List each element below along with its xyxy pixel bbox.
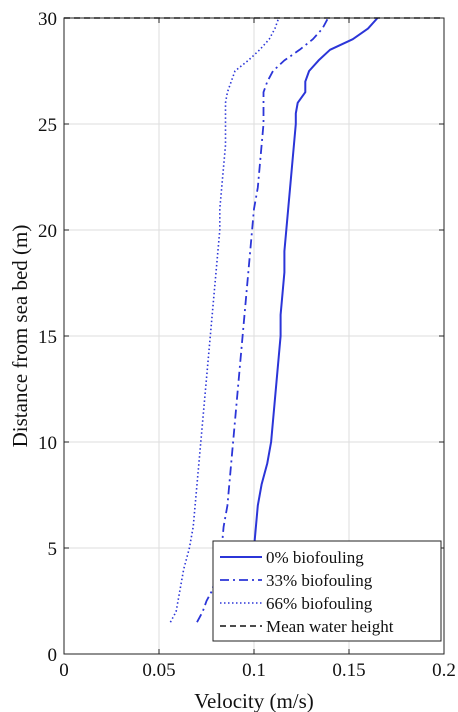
series-line-0 — [251, 17, 379, 623]
y-tick-label: 10 — [38, 433, 57, 454]
x-axis-label: Velocity (m/s) — [194, 689, 314, 712]
y-tick-label: 0 — [48, 645, 58, 666]
x-tick-label: 0 — [59, 660, 69, 681]
x-tick-label: 0.15 — [332, 660, 365, 681]
series-line-1 — [196, 17, 329, 623]
legend-label-2: 66% biofouling — [266, 594, 373, 613]
y-tick-label: 25 — [38, 115, 57, 136]
legend-label-0: 0% biofouling — [266, 548, 364, 567]
x-tick-label: 0.05 — [142, 660, 175, 681]
y-tick-label: 5 — [48, 539, 58, 560]
y-tick-label: 15 — [38, 327, 57, 348]
grid-layer — [64, 18, 444, 654]
legend-label-3: Mean water height — [266, 617, 394, 636]
series-line-2 — [169, 17, 280, 623]
y-tick-label: 20 — [38, 221, 57, 242]
y-tick-label: 30 — [38, 9, 57, 30]
x-tick-label: 0.1 — [242, 660, 266, 681]
y-axis-label: Distance from sea bed (m) — [8, 225, 32, 448]
legend: 0% biofouling 33% biofouling 66% biofoulin… — [212, 540, 442, 642]
tick-layer: 0 0.05 0.1 0.15 0.2 0 5 10 15 20 25 30 — [38, 9, 456, 681]
legend-label-1: 33% biofouling — [266, 571, 373, 590]
x-tick-label: 0.2 — [432, 660, 456, 681]
